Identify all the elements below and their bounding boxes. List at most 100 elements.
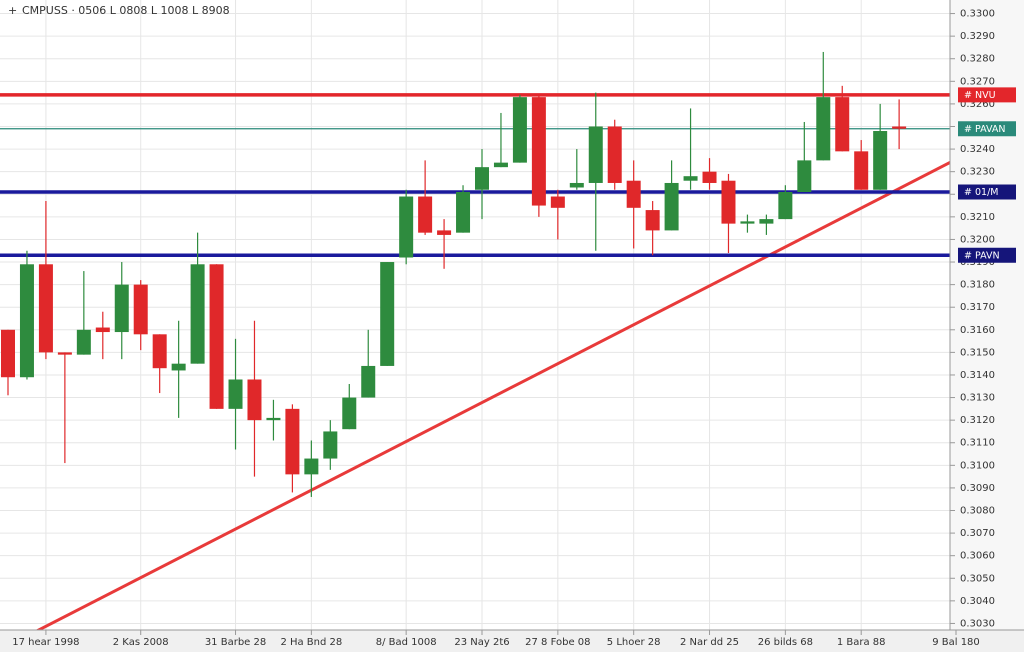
- candle-body: [266, 417, 281, 421]
- y-tick-label: 0.3030: [960, 618, 995, 629]
- candle-body: [209, 264, 224, 409]
- y-tick-label: 0.3140: [960, 370, 995, 381]
- x-tick-label: 9 Bal 180: [932, 637, 980, 648]
- candle-body: [835, 97, 850, 152]
- grid: [0, 0, 957, 630]
- y-tick-label: 0.3060: [960, 551, 995, 562]
- level-label: # NVU: [964, 90, 996, 101]
- candle-body: [512, 97, 527, 163]
- y-tick-label: 0.3260: [960, 99, 995, 110]
- candle-body: [399, 196, 414, 258]
- candle-body: [1, 329, 15, 378]
- candle-body: [759, 219, 774, 224]
- level-label: # PAVAN: [964, 124, 1006, 135]
- x-tick-label: 2 Kas 2008: [113, 637, 169, 648]
- candle-body: [57, 352, 72, 355]
- candle-body: [702, 171, 717, 183]
- y-tick-label: 0.3230: [960, 167, 995, 178]
- y-tick-label: 0.3040: [960, 596, 995, 607]
- level-label-box: [958, 87, 1016, 103]
- x-tick-label: 17 hear 1998: [12, 637, 79, 648]
- candle-body: [361, 365, 376, 398]
- candle-body: [854, 151, 869, 190]
- x-tick-label: 5 Lhoer 28: [607, 637, 661, 648]
- level-label-box: [958, 184, 1016, 200]
- level-label: # 01/M: [964, 187, 998, 198]
- candle-body: [19, 264, 34, 378]
- crosshair-icon: +: [8, 4, 17, 17]
- trendline: [35, 160, 950, 630]
- y-tick-label: 0.3240: [960, 144, 995, 155]
- x-tick-label: 1 Bara 88: [837, 637, 886, 648]
- level-label-box: [958, 121, 1016, 137]
- candle-body: [304, 458, 319, 475]
- y-tick-label: 0.3070: [960, 528, 995, 539]
- y-tick-label: 0.3200: [960, 234, 995, 245]
- y-tick-label: 0.3110: [960, 438, 995, 449]
- x-tick-label: 31 Barbe 28: [205, 637, 266, 648]
- candle-body: [456, 192, 471, 233]
- candle-body: [247, 379, 262, 421]
- y-tick-label: 0.3210: [960, 212, 995, 223]
- candle-body: [133, 284, 148, 335]
- candle-body: [475, 167, 489, 190]
- candle-body: [38, 264, 53, 353]
- candle-body: [493, 162, 508, 168]
- candle-body: [607, 126, 622, 183]
- candle-body: [778, 192, 793, 220]
- candle-body: [816, 97, 831, 161]
- y-tick-label: 0.3180: [960, 280, 995, 291]
- candle-body: [797, 160, 812, 193]
- candle-body: [323, 431, 338, 459]
- candle-body: [626, 180, 641, 208]
- x-tick-label: 8/ Bad 1008: [376, 637, 437, 648]
- candle-body: [721, 180, 736, 224]
- candle-body: [190, 264, 205, 364]
- y-tick-label: 0.3080: [960, 506, 995, 517]
- candle-body: [418, 196, 433, 233]
- candle-body: [550, 196, 565, 208]
- x-tick-label: 2 Nar dd 25: [680, 637, 739, 648]
- y-tick-label: 0.3170: [960, 302, 995, 313]
- candle-body: [95, 327, 110, 333]
- y-tick-label: 0.3090: [960, 483, 995, 494]
- y-tick-label: 0.3270: [960, 76, 995, 87]
- x-tick-label: 27 8 Fobe 08: [525, 637, 590, 648]
- y-tick-label: 0.3300: [960, 9, 995, 20]
- y-tick-label: 0.3150: [960, 347, 995, 358]
- y-tick-label: 0.3120: [960, 415, 995, 426]
- candle-body: [873, 131, 888, 190]
- plot-area: [0, 51, 950, 630]
- y-tick-label: 0.3100: [960, 460, 995, 471]
- y-tick-label: 0.3130: [960, 393, 995, 404]
- candle-body: [114, 284, 129, 333]
- price-axis-panel: [950, 0, 1024, 652]
- x-tick-label: 2 Ha Bnd 28: [280, 637, 342, 648]
- header-readout: CMPUSS · 0506 L 0808 L 1008 L 8908: [22, 4, 230, 17]
- candle-body: [152, 334, 167, 369]
- time-axis-panel: [0, 630, 1024, 652]
- candle-body: [228, 379, 243, 409]
- y-tick-label: 0.3290: [960, 31, 995, 42]
- candle-body: [342, 397, 357, 430]
- candle-body: [892, 126, 907, 129]
- candle-body: [380, 262, 395, 366]
- x-tick-label: 26 bilds 68: [758, 637, 813, 648]
- candle-body: [569, 182, 584, 188]
- candle-body: [76, 329, 91, 355]
- y-tick-label: 0.3280: [960, 54, 995, 65]
- x-tick-label: 23 Nay 2t6: [454, 637, 509, 648]
- candle-body: [437, 230, 452, 235]
- y-tick-label: 0.3160: [960, 325, 995, 336]
- axes: 0.33000.32900.32800.32700.32600.32500.32…: [12, 9, 1016, 648]
- candle-body: [683, 176, 698, 181]
- candle-body: [588, 126, 603, 183]
- candle-body: [740, 221, 755, 224]
- candle-body: [645, 210, 660, 231]
- candle-body: [531, 97, 546, 206]
- candle-body: [664, 182, 679, 231]
- candle-body: [285, 408, 300, 475]
- candle-body: [171, 363, 186, 371]
